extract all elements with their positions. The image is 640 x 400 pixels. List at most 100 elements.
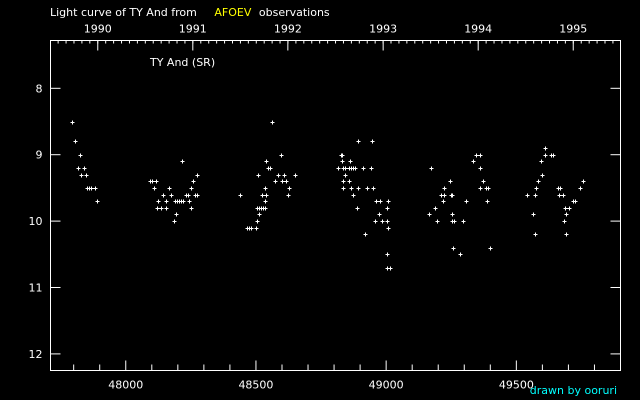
data-point bbox=[351, 193, 356, 198]
data-point bbox=[341, 179, 346, 184]
data-point bbox=[264, 193, 269, 198]
year-label: 1995 bbox=[559, 23, 587, 36]
y-tick-label: 10 bbox=[29, 215, 43, 228]
data-point bbox=[255, 219, 260, 224]
title-suffix: observations bbox=[259, 6, 330, 19]
data-point bbox=[79, 173, 84, 178]
data-point bbox=[551, 153, 556, 158]
data-point bbox=[181, 199, 186, 204]
data-point bbox=[280, 179, 285, 184]
data-point bbox=[378, 199, 383, 204]
data-point bbox=[478, 153, 483, 158]
data-point bbox=[95, 199, 100, 204]
year-label: 1993 bbox=[369, 23, 397, 36]
data-point bbox=[191, 179, 196, 184]
data-point bbox=[263, 186, 268, 191]
title-source: AFOEV bbox=[214, 6, 251, 19]
data-point bbox=[573, 199, 578, 204]
data-point bbox=[263, 206, 268, 211]
data-point bbox=[429, 166, 434, 171]
data-point bbox=[564, 232, 569, 237]
y-tick-label: 12 bbox=[29, 348, 43, 361]
data-point bbox=[189, 186, 194, 191]
data-point bbox=[152, 186, 157, 191]
data-point bbox=[385, 252, 390, 257]
data-point bbox=[254, 226, 259, 231]
data-point bbox=[536, 179, 541, 184]
data-point bbox=[377, 212, 382, 217]
data-point bbox=[174, 212, 179, 217]
data-point bbox=[264, 159, 269, 164]
data-point bbox=[343, 166, 348, 171]
data-point bbox=[270, 120, 275, 125]
data-point bbox=[93, 186, 98, 191]
data-point bbox=[450, 193, 455, 198]
data-point bbox=[540, 173, 545, 178]
data-point bbox=[386, 226, 391, 231]
data-point bbox=[365, 186, 370, 191]
data-point bbox=[370, 139, 375, 144]
y-tick-label: 11 bbox=[29, 282, 43, 295]
data-point bbox=[76, 166, 81, 171]
data-point bbox=[286, 193, 291, 198]
data-point bbox=[260, 193, 265, 198]
data-point bbox=[340, 153, 345, 158]
data-point bbox=[84, 173, 89, 178]
data-point bbox=[256, 173, 261, 178]
data-point bbox=[70, 120, 75, 125]
star-label: TY And (SR) bbox=[149, 56, 215, 69]
data-point bbox=[361, 166, 366, 171]
year-label: 1991 bbox=[179, 23, 207, 36]
data-point bbox=[464, 199, 469, 204]
data-point bbox=[488, 246, 493, 251]
data-point bbox=[369, 166, 374, 171]
data-point bbox=[581, 179, 586, 184]
data-point bbox=[154, 179, 159, 184]
data-point bbox=[172, 219, 177, 224]
year-label: 1994 bbox=[464, 23, 492, 36]
data-point bbox=[386, 199, 391, 204]
data-point bbox=[373, 219, 378, 224]
year-label: 1990 bbox=[84, 23, 112, 36]
data-point bbox=[533, 232, 538, 237]
data-point bbox=[567, 206, 572, 211]
data-point bbox=[525, 193, 530, 198]
data-point bbox=[471, 159, 476, 164]
data-point bbox=[363, 232, 368, 237]
data-point bbox=[461, 219, 466, 224]
data-point bbox=[161, 193, 166, 198]
data-point bbox=[448, 179, 453, 184]
data-point bbox=[238, 193, 243, 198]
data-point bbox=[195, 173, 200, 178]
data-point bbox=[150, 179, 155, 184]
data-point bbox=[276, 173, 281, 178]
data-point bbox=[563, 206, 568, 211]
data-point bbox=[533, 193, 538, 198]
data-point bbox=[82, 166, 87, 171]
data-point bbox=[385, 219, 390, 224]
x-tick-label: 48500 bbox=[238, 379, 273, 392]
data-point bbox=[578, 186, 583, 191]
y-tick-label: 9 bbox=[36, 149, 43, 162]
data-point bbox=[539, 159, 544, 164]
data-point bbox=[347, 179, 352, 184]
data-point bbox=[543, 146, 548, 151]
data-point bbox=[159, 206, 164, 211]
data-point bbox=[355, 206, 360, 211]
credit-label: drawn by ooruri bbox=[530, 384, 617, 397]
data-point bbox=[474, 153, 479, 158]
data-point bbox=[180, 159, 185, 164]
data-point bbox=[164, 199, 169, 204]
data-point bbox=[341, 186, 346, 191]
data-point bbox=[186, 193, 191, 198]
data-point bbox=[349, 186, 354, 191]
year-label: 1992 bbox=[274, 23, 302, 36]
data-point bbox=[442, 193, 447, 198]
data-point bbox=[263, 199, 268, 204]
data-point bbox=[287, 186, 292, 191]
data-point bbox=[273, 179, 278, 184]
plot-frame bbox=[50, 40, 621, 371]
data-point bbox=[557, 193, 562, 198]
data-point bbox=[374, 199, 379, 204]
